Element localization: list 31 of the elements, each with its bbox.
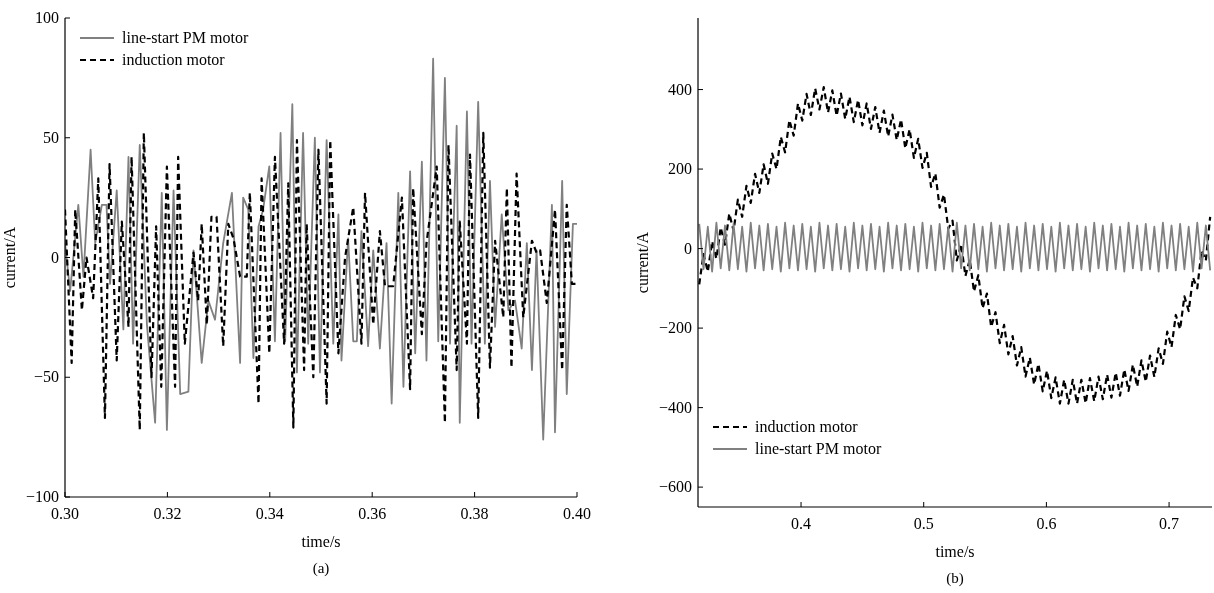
y-tick-label: −400	[658, 398, 692, 416]
y-tick-label: 200	[668, 160, 692, 178]
x-tick-label: 0.34	[255, 505, 284, 522]
x-tick-label: 0.6	[1036, 515, 1057, 532]
y-tick-label: −50	[33, 368, 59, 386]
x-tick-label: 0.5	[913, 515, 934, 532]
y-tick-label: 0	[684, 239, 692, 257]
x-tick-label: 0.36	[358, 505, 387, 522]
x-tick-label: 0.7	[1159, 515, 1180, 532]
y-tick-label: 50	[43, 128, 59, 146]
legend-label: line-start PM motor	[755, 440, 882, 457]
x-tick-label: 0.32	[153, 505, 182, 522]
y-tick-label: −200	[658, 319, 692, 337]
x-tick-label: 0.30	[51, 505, 79, 522]
x-axis-title: time/s	[301, 533, 341, 550]
y-tick-label: 0	[51, 248, 59, 266]
legend-label: induction motor	[755, 418, 859, 435]
y-axis-title: current/A	[634, 231, 651, 294]
x-axis-title: time/s	[935, 543, 975, 560]
y-axis-title: current/A	[1, 226, 18, 289]
legend-label: line-start PM motor	[122, 29, 249, 46]
y-tick-label: 100	[35, 9, 59, 26]
y-tick-label: −100	[25, 488, 59, 505]
x-tick-label: 0.38	[460, 505, 489, 522]
y-tick-label: −600	[658, 478, 692, 496]
text: (b)	[946, 570, 964, 587]
legend-label: induction motor	[122, 51, 226, 68]
x-tick-label: 0.4	[791, 515, 812, 532]
y-tick-label: 400	[668, 80, 692, 98]
x-tick-label: 0.40	[563, 505, 591, 522]
text: (a)	[312, 560, 330, 577]
